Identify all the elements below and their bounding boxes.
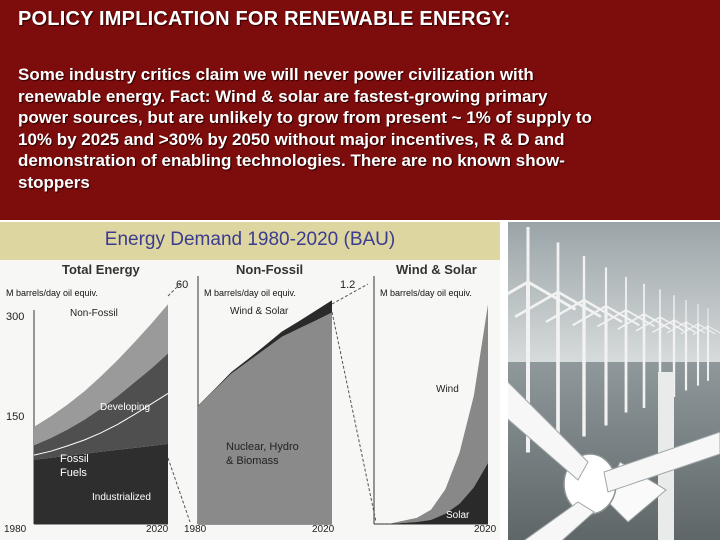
charts-area: Total Energy M barrels/day oil equiv. Non-…	[0, 260, 500, 540]
y-tick-label: 1.2	[340, 279, 355, 291]
line-fossil-fuels	[33, 392, 169, 456]
turbine-background	[680, 304, 716, 386]
series-label-biomass: & Biomass	[226, 455, 279, 467]
wind-turbines-photo	[508, 222, 720, 540]
turbine-background	[572, 267, 640, 426]
y-axis-label: M barrels/day oil equiv.	[6, 288, 98, 298]
slide-body-line: Some industry critics claim we will neve…	[18, 65, 534, 84]
area-industrialized	[34, 443, 168, 524]
connector-line	[167, 283, 181, 297]
energy-demand-charts: Total Energy M barrels/day oil equiv. Non-…	[4, 262, 497, 535]
area-developing	[34, 353, 168, 460]
x-tick-label: 2020	[146, 524, 169, 535]
y-tick-label: 150	[6, 411, 24, 423]
chart-title: Non-Fossil	[236, 262, 303, 277]
connector-line	[331, 283, 369, 305]
series-label-non-fossil: Non-Fossil	[70, 308, 118, 319]
slide-body-line: power sources, but are unlikely to grow …	[18, 108, 592, 127]
series-label-solar: Solar	[446, 510, 470, 521]
series-label-fuels: Fuels	[60, 467, 87, 479]
connector-line	[167, 457, 191, 523]
slide-body-line: demonstration of enabling technologies. …	[18, 151, 565, 170]
area-solar	[374, 463, 488, 524]
series-label-nuclear-hydro: Nuclear, Hydro	[226, 441, 299, 453]
series-label-industrialized: Industrialized	[92, 492, 151, 503]
chart-caption-band: Energy Demand 1980-2020 (BAU)	[0, 222, 500, 260]
series-label-developing: Developing	[100, 402, 150, 413]
chart-title: Total Energy	[62, 262, 141, 277]
slide-body-line: 10% by 2025 and >30% by 2050 without maj…	[18, 129, 565, 149]
x-tick-label: 1980	[4, 524, 27, 535]
area-non-fossil	[34, 304, 168, 446]
chart-caption: Energy Demand 1980-2020 (BAU)	[104, 229, 396, 250]
slide-body-line: stoppers	[18, 172, 90, 192]
y-tick-label: 300	[6, 311, 24, 323]
slide-body-line: renewable energy. Fact: Wind & solar are…	[18, 86, 548, 106]
turbine-background	[617, 283, 671, 408]
slide-title: POLICY IMPLICATION FOR RENEWABLE ENERGY:	[18, 8, 511, 30]
slide-header-panel: POLICY IMPLICATION FOR RENEWABLE ENERGY:…	[0, 0, 720, 220]
y-axis-label: M barrels/day oil equiv.	[204, 288, 296, 298]
turbine-background	[692, 308, 720, 381]
connector-line	[331, 311, 377, 523]
area-wind	[374, 304, 488, 524]
area-wind-solar	[198, 300, 332, 407]
x-tick-label: 2020	[312, 524, 335, 535]
y-axis-label: M barrels/day oil equiv.	[380, 288, 472, 298]
series-label-fossil: Fossil	[60, 453, 89, 465]
turbine-background	[545, 256, 623, 437]
turbine-background	[666, 300, 706, 391]
x-tick-label: 2020	[474, 524, 497, 535]
area-nuclear-hydro-biomass	[198, 312, 332, 524]
wind-turbines-illustration	[508, 222, 720, 540]
y-tick-label: 60	[176, 279, 188, 291]
series-label-wind-solar: Wind & Solar	[230, 306, 289, 317]
slide-body: Some industry critics claim we will neve…	[18, 64, 708, 193]
chart-title: Wind & Solar	[396, 262, 477, 277]
x-tick-label: 1980	[184, 524, 207, 535]
series-label-wind: Wind	[436, 384, 459, 395]
